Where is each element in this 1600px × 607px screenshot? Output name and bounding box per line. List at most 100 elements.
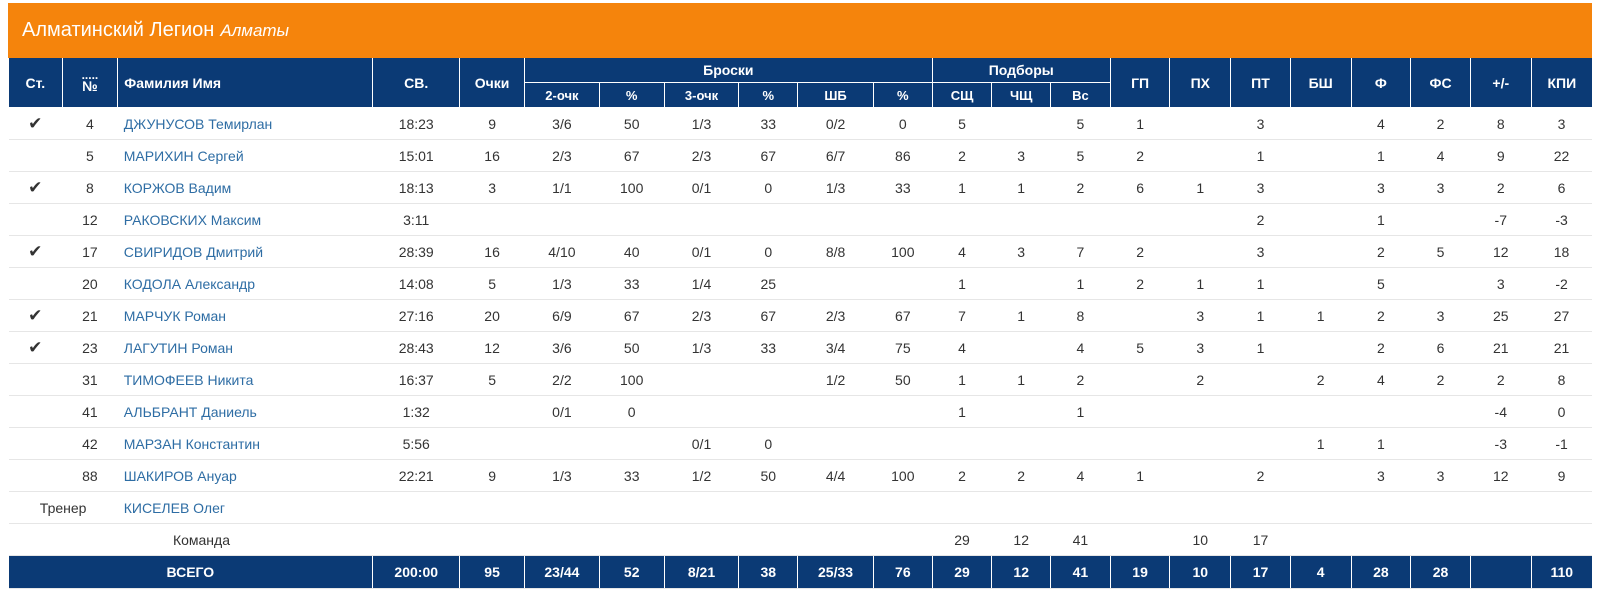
player-def-reb: 2: [991, 459, 1051, 492]
player-name-link[interactable]: АЛЬБРАНТ Даниель: [117, 395, 373, 428]
player-total-reb: [1050, 427, 1111, 460]
col-three-pct[interactable]: %: [738, 82, 798, 108]
player-three-pt: [664, 363, 739, 396]
player-three-pt: 0/1: [664, 235, 739, 268]
player-number: 23: [62, 331, 118, 364]
player-name-link[interactable]: СВИРИДОВ Дмитрий: [117, 235, 373, 268]
col-efficiency[interactable]: КПИ: [1530, 58, 1592, 108]
col-blocks[interactable]: БШ: [1289, 58, 1352, 108]
player-name-link[interactable]: РАКОВСКИХ Максим: [117, 203, 373, 236]
player-three-pct: [738, 363, 798, 396]
player-fouls-drawn: 6: [1410, 331, 1471, 364]
player-minutes: 28:43: [372, 331, 460, 364]
player-name-link[interactable]: МАРЧУК Роман: [117, 299, 373, 332]
totals-pf: 28: [1350, 555, 1411, 589]
player-ft-pct: [873, 267, 933, 300]
team-header: Алматинский Легион Алматы: [8, 3, 1592, 58]
player-points: 9: [459, 107, 525, 140]
player-fouls-drawn: 3: [1410, 171, 1471, 204]
player-plus-minus: -3: [1470, 427, 1532, 460]
col-assists[interactable]: ГП: [1109, 58, 1170, 108]
player-efficiency: 6: [1531, 171, 1592, 204]
col-turnovers[interactable]: ПТ: [1230, 58, 1291, 108]
starter-check-icon: ✔: [8, 107, 63, 140]
player-three-pct: 0: [738, 427, 798, 460]
player-name-link[interactable]: ТИМОФЕЕВ Никита: [117, 363, 373, 396]
player-fouls-drawn: [1410, 203, 1471, 236]
player-name-link[interactable]: МАРЗАН Константин: [117, 427, 373, 460]
player-def-reb: 3: [991, 139, 1051, 172]
col-plus-minus[interactable]: +/-: [1469, 58, 1532, 108]
totals-blk: 4: [1289, 555, 1352, 589]
col-fouls-drawn[interactable]: ФС: [1410, 58, 1471, 108]
group-shots: Броски: [523, 58, 933, 83]
col-steals[interactable]: ПХ: [1169, 58, 1231, 108]
player-fouls: 4: [1351, 107, 1411, 140]
player-number: 31: [62, 363, 118, 396]
player-name-link[interactable]: КОРЖОВ Вадим: [117, 171, 373, 204]
player-name-link[interactable]: КОДОЛА Александр: [117, 267, 373, 300]
totals-ft-pct: 76: [872, 555, 933, 589]
col-fouls[interactable]: Ф: [1350, 58, 1411, 108]
col-number[interactable]: ..... №: [61, 58, 118, 108]
player-three-pt: 1/3: [664, 107, 739, 140]
col-minutes[interactable]: СВ.: [372, 58, 460, 108]
col-points[interactable]: Очки: [459, 58, 525, 108]
col-off-reb[interactable]: СЩ: [931, 82, 992, 108]
player-blocks: [1290, 203, 1352, 236]
col-total-reb[interactable]: Вс: [1050, 82, 1111, 108]
player-fouls: 4: [1351, 363, 1411, 396]
player-name-link[interactable]: ШАКИРОВ Ануар: [117, 459, 373, 492]
col-two-pct[interactable]: %: [598, 82, 665, 108]
player-blocks: 1: [1290, 299, 1352, 332]
group-rebounds: Подборы: [931, 58, 1111, 83]
team-row-label: Команда: [8, 523, 525, 556]
player-plus-minus: 12: [1470, 235, 1532, 268]
col-three-pt[interactable]: 3-очк: [663, 82, 739, 108]
player-def-reb: [991, 331, 1051, 364]
player-ft-pct: 50: [873, 363, 933, 396]
player-ft-pct: 0: [873, 107, 933, 140]
player-two-pct: [599, 427, 665, 460]
player-blocks: [1290, 139, 1352, 172]
totals-eff: 110: [1530, 555, 1592, 589]
player-off-reb: 1: [932, 395, 992, 428]
col-starter[interactable]: Ст.: [8, 58, 63, 108]
team-name: Алматинский Легион: [22, 19, 215, 41]
player-points: [459, 427, 525, 460]
player-fouls: [1351, 395, 1411, 428]
player-fouls-drawn: 4: [1410, 139, 1471, 172]
player-three-pt: [664, 395, 739, 428]
player-ft-pct: 67: [873, 299, 933, 332]
player-minutes: 18:13: [372, 171, 460, 204]
totals-two-pct: 52: [598, 555, 665, 589]
starter-check-icon: [8, 363, 63, 396]
col-ft-pct[interactable]: %: [872, 82, 933, 108]
player-two-pt: 0/1: [524, 395, 600, 428]
player-number: 4: [62, 107, 118, 140]
col-name[interactable]: Фамилия Имя: [117, 58, 373, 108]
player-free-throws: 2/3: [797, 299, 874, 332]
player-three-pct: 33: [738, 331, 798, 364]
col-def-reb[interactable]: ЧЩ: [991, 82, 1051, 108]
player-name-link[interactable]: МАРИХИН Сергей: [117, 139, 373, 172]
coach-name-link[interactable]: КИСЕЛЕВ Олег: [117, 491, 373, 524]
player-two-pt: 3/6: [524, 107, 600, 140]
col-free-throws[interactable]: ШБ: [797, 82, 874, 108]
player-total-reb: [1050, 203, 1111, 236]
player-ft-pct: [873, 427, 933, 460]
player-assists: 2: [1110, 139, 1170, 172]
player-name-link[interactable]: ЛАГУТИН Роман: [117, 331, 373, 364]
player-two-pt: 1/3: [524, 267, 600, 300]
player-name-link[interactable]: ДЖУНУСОВ Темирлан: [117, 107, 373, 140]
player-def-reb: [991, 267, 1051, 300]
player-three-pct: 0: [738, 171, 798, 204]
col-two-pt[interactable]: 2-очк: [523, 82, 600, 108]
player-points: 16: [459, 235, 525, 268]
player-three-pt: 2/3: [664, 299, 739, 332]
player-off-reb: 1: [932, 363, 992, 396]
starter-check-icon: ✔: [8, 331, 63, 364]
player-steals: 3: [1169, 331, 1231, 364]
player-off-reb: 2: [932, 139, 992, 172]
player-two-pt: 6/9: [524, 299, 600, 332]
